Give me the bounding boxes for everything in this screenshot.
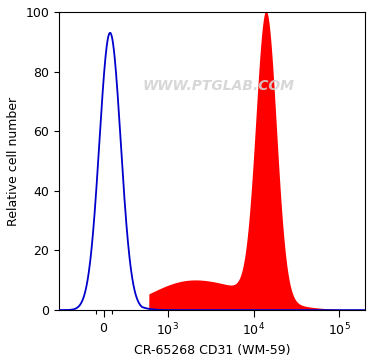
Text: WWW.PTGLAB.COM: WWW.PTGLAB.COM: [142, 79, 294, 94]
Y-axis label: Relative cell number: Relative cell number: [7, 96, 20, 226]
X-axis label: CR-65268 CD31 (WM-59): CR-65268 CD31 (WM-59): [134, 344, 290, 357]
